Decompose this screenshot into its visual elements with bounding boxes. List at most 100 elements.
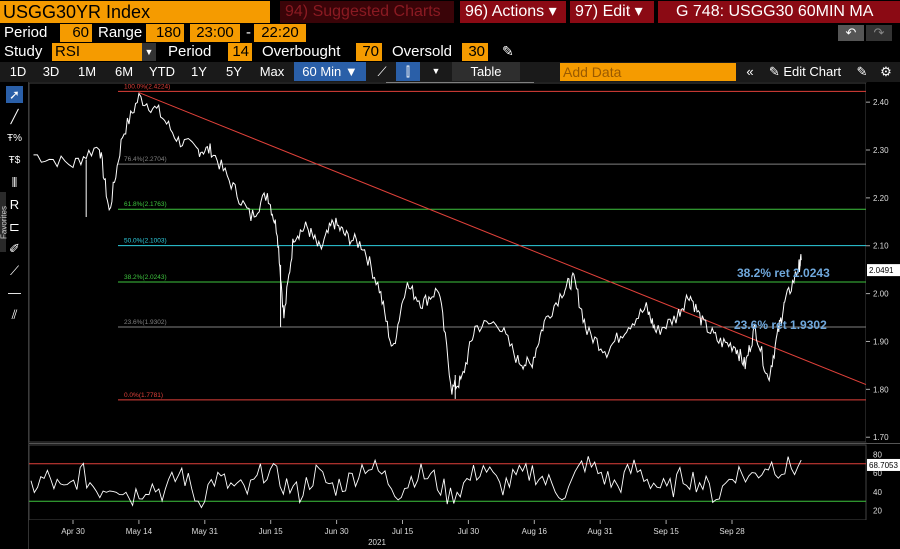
x-tick-label: May 31 [192,527,219,536]
collapse-icon[interactable]: « [746,64,754,79]
y-tick-label: 1.80 [873,385,889,394]
y-tick-label: 2.00 [873,290,889,299]
time-to-input[interactable]: 22:20 [254,24,306,42]
fib-level-label: 100.0%(2.4224) [124,83,170,90]
edit-chart-button[interactable]: ✎ Edit Chart [768,64,842,79]
chart-title: G 748: USGG30 60MIN MA [658,1,900,23]
ray-tool-icon[interactable]: ⫽ [11,307,18,322]
y-tick-label: 2.10 [873,242,889,251]
y-tick-label: 2.20 [873,194,889,203]
ticker-field[interactable]: USGG30YR Index [0,1,270,23]
redo-button[interactable]: ↷ [866,25,892,41]
annotation-23-ret: 23.6% ret 1.9302 [734,318,827,332]
x-axis-area [29,520,900,549]
y-tick-label: 1.70 [873,433,889,442]
rsi-y-tick-label: 40 [873,488,882,497]
fib-dollar-icon[interactable]: Ŧ$ [8,155,21,166]
y-axis-area [866,83,900,442]
x-year-label: 2021 [368,538,386,547]
reset-button[interactable]: ⊙ Reset [500,98,534,111]
fib-retracement-icon[interactable]: Ŧ% [7,133,22,144]
y-tick-label: 2.30 [873,146,889,155]
rsi-y-tick-label: 80 [873,450,882,459]
x-tick-label: Jul 30 [458,527,480,536]
undo-button[interactable]: ↶ [838,25,864,41]
suggested-charts-button[interactable]: 94) Suggested Charts [280,1,454,23]
fib-level-label: 23.6%(1.9302) [124,319,167,326]
rsi-series-line [30,456,802,509]
trend-tool-icon[interactable]: ⟋ [9,263,20,278]
favorites-tab[interactable]: Favorites [0,192,9,252]
range-5y-button[interactable]: 5Y [226,64,242,79]
pencil-icon[interactable]: ✎ [502,43,514,59]
price-series-line [33,92,802,395]
chart-type-dropdown-icon[interactable]: ▼ [431,66,441,76]
y-tick-label: 1.90 [873,337,889,346]
news-button[interactable]: ▤ News [468,84,495,91]
line-tool-icon[interactable]: ╱ [10,109,19,124]
fib-level-label: 76.4%(2.2704) [124,156,167,163]
oversold-label: Oversold [392,43,453,60]
rsi-last-label: 68.7053 [869,461,898,470]
study-select[interactable]: RSI ▼ [52,43,156,61]
range-1d-button[interactable]: 1D [9,64,27,79]
add-data-input[interactable]: Add Data [560,63,736,81]
x-tick-label: Jun 30 [325,527,350,536]
period-input[interactable]: 60 [60,24,92,42]
x-tick-label: May 14 [126,527,153,536]
overbought-input[interactable]: 70 [356,43,382,61]
rsi-plot-area [28,444,867,521]
range-6m-button[interactable]: 6M [114,64,134,79]
rsi-y-tick-label: 20 [873,507,882,516]
study-period-input[interactable]: 14 [228,43,252,61]
channel-tool-icon[interactable]: ⫴ [11,175,18,190]
overbought-label: Overbought [262,43,341,60]
oversold-input[interactable]: 30 [462,43,488,61]
rsi-last-tag [867,458,900,471]
price-plot-area [28,82,867,443]
edit-chart-pencil-icon: ✎ [768,64,784,79]
fib-level-label: 50.0%(2.1003) [124,238,167,245]
time-separator: - [246,24,251,41]
x-tick-label: Aug 31 [588,527,614,536]
line-chart-icon[interactable]: ⟋ [377,64,387,79]
drawing-tools-sidebar: ➚ ╱ Ŧ% Ŧ$ ⫴ R ⊏ ✐ ⟋ — ⫽ Favorites [0,82,29,549]
edit-menu[interactable]: 97) Edit ▾ [570,1,654,23]
pen-tool-icon[interactable]: ✐ [9,241,20,256]
r-tool-icon[interactable]: R [9,197,20,212]
actions-menu[interactable]: 96) Actions ▾ [460,1,566,23]
range-ytd-button[interactable]: YTD [149,64,175,79]
bracket-tool-icon[interactable]: ⊏ [9,219,20,234]
period-label: Period [4,24,48,41]
range-input[interactable]: 180 [146,24,184,42]
last-price-tag [867,264,900,277]
x-tick-label: Aug 16 [522,527,548,536]
time-from-input[interactable]: 23:00 [190,24,240,42]
interval-select[interactable]: 60 Min ▼ [294,62,366,81]
trend-line [138,92,867,386]
range-3d-button[interactable]: 3D [42,64,60,79]
x-tick-label: Sep 15 [653,527,679,536]
study-dropdown-icon[interactable]: ▼ [142,43,156,61]
horizontal-line-icon[interactable]: — [8,285,21,300]
x-tick-label: Sep 28 [719,527,745,536]
table-button[interactable]: Table [452,62,520,81]
fib-level-label: 61.8%(2.1763) [124,201,167,208]
fib-level-label: 0.0%(1.7781) [124,392,163,399]
x-tick-label: Jul 15 [392,527,414,536]
range-1y-button[interactable]: 1Y [191,64,207,79]
bar-chart-icon[interactable]: ⫿ [396,62,420,81]
range-1m-button[interactable]: 1M [77,64,97,79]
x-tick-label: Apr 30 [61,527,85,536]
zoom-button[interactable]: ⌕ Zoom [496,83,520,90]
cursor-icon[interactable]: ➚ [6,86,23,103]
annotate-button[interactable]: ✎ Annotate [424,84,460,91]
chart-edit-icon[interactable]: ✎ [856,64,868,79]
track-button[interactable]: ✚ Track [390,84,415,91]
gear-icon[interactable]: ⚙ [880,64,892,79]
study-period-label: Period [168,43,212,60]
x-tick-label: Jun 15 [259,527,284,536]
range-max-button[interactable]: Max [259,64,285,79]
y-tick-label: 2.40 [873,98,889,107]
mini-toolbar: ✚ Track ✎ Annotate ▤ News ⌕ Zoom [386,82,534,97]
